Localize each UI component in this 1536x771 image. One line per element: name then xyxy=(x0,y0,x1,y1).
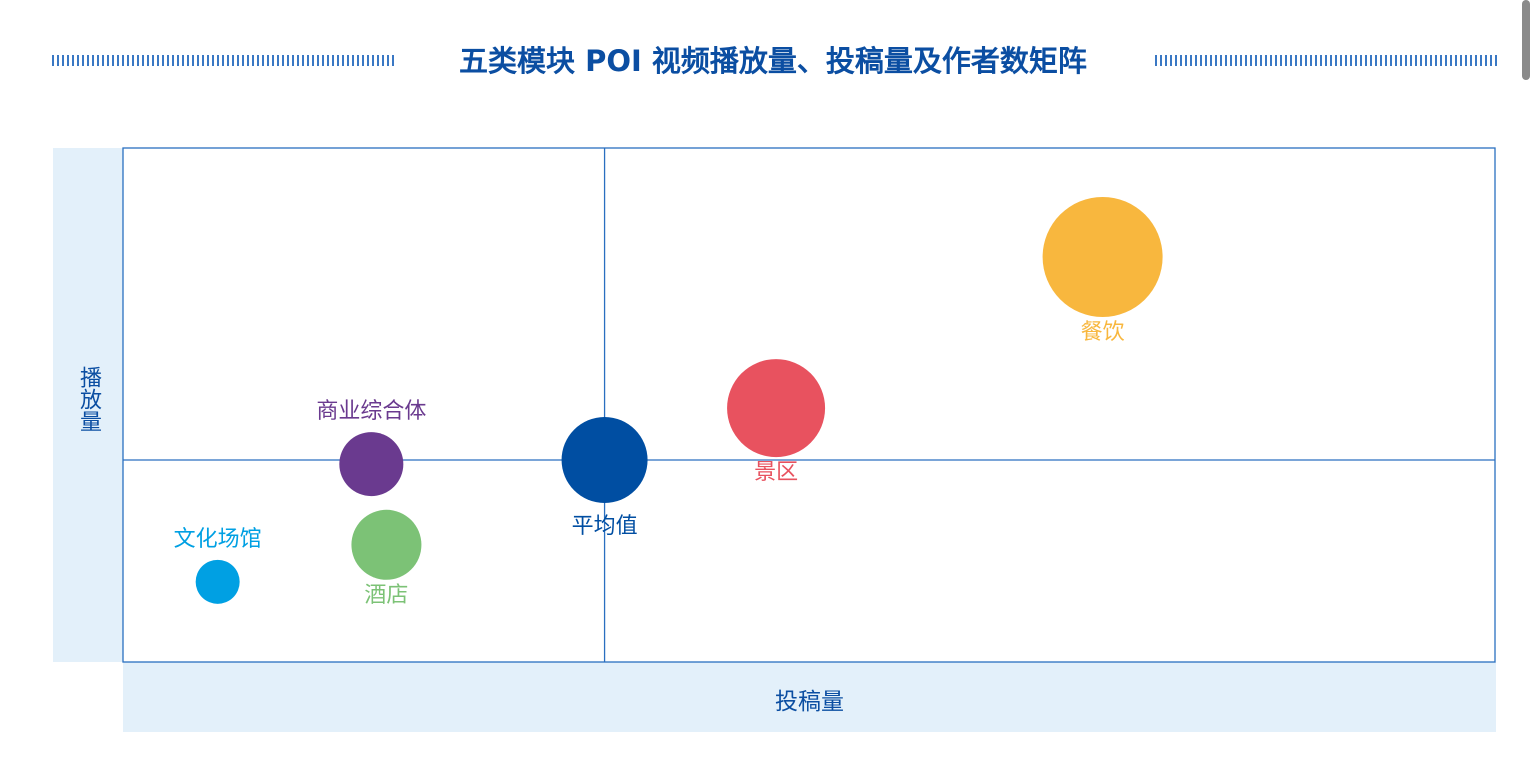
bubble-4 xyxy=(351,509,422,580)
bubble-label-1: 景区 xyxy=(754,460,798,485)
bubble-1 xyxy=(727,359,826,458)
y-axis-panel: 播放量 xyxy=(53,148,123,662)
bubble-label-4: 酒店 xyxy=(364,583,408,608)
bubble-0 xyxy=(1042,196,1163,317)
bubble-label-2: 平均值 xyxy=(572,514,638,539)
x-axis-panel: 投稿量 xyxy=(123,662,1496,732)
bubble-5 xyxy=(195,559,240,604)
chart-title: 五类模块 POI 视频播放量、投稿量及作者数矩阵 xyxy=(459,44,1087,78)
x-axis-label: 投稿量 xyxy=(775,689,844,715)
bubble-2 xyxy=(561,416,648,503)
y-axis-label: 播放量 xyxy=(76,366,101,432)
title-decoration-right xyxy=(1155,55,1497,66)
scrollbar[interactable] xyxy=(1522,0,1530,80)
bubble-label-5: 文化场馆 xyxy=(174,527,262,552)
bubble-3 xyxy=(339,432,404,497)
title-decoration-left xyxy=(52,55,394,66)
bubble-label-3: 商业综合体 xyxy=(316,399,426,424)
bubble-label-0: 餐饮 xyxy=(1081,320,1125,345)
